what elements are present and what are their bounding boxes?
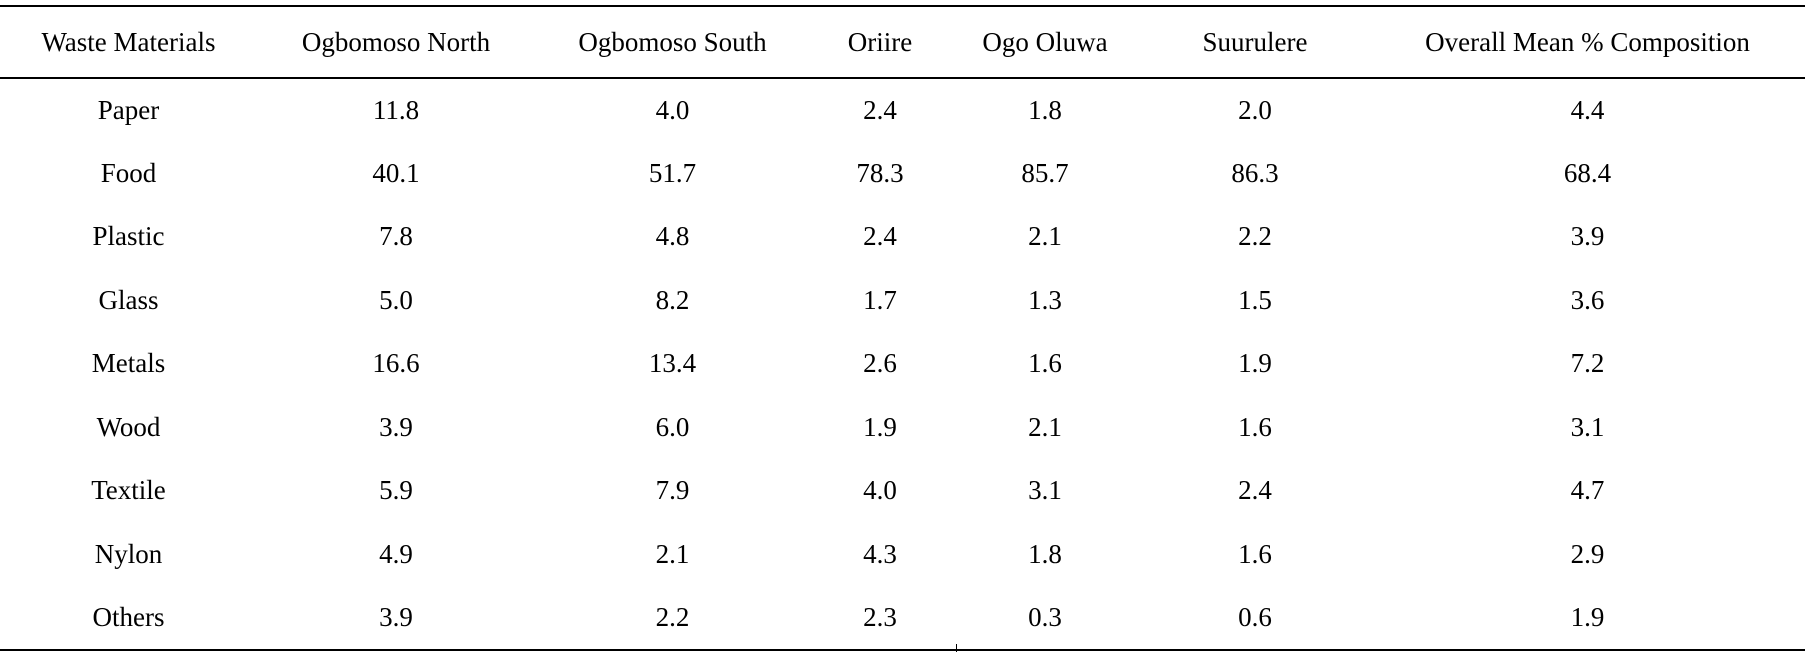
cell-overall-mean: 7.2 <box>1570 348 1605 379</box>
cell-oriire: 2.6 <box>863 348 897 379</box>
cell-ogbomoso-south: 2.2 <box>535 586 810 651</box>
cell-suurulere: 0.6 <box>1140 586 1370 651</box>
cell-material: Others <box>0 586 257 651</box>
cell-ogbomoso-north: 3.9 <box>257 586 535 651</box>
cell-oriire: 2.4 <box>863 221 897 252</box>
cell-ogbomoso-south: 4.0 <box>655 94 690 125</box>
cell-oriire: 2.4 <box>863 94 897 125</box>
table-row: Plastic 7.8 4.8 2.4 2.1 2.2 3.9 <box>0 205 1805 269</box>
cell-ogbomoso-north: 40.1 <box>372 157 420 188</box>
table-row: Glass 5.0 8.2 1.7 1.3 1.5 3.6 <box>0 269 1805 333</box>
column-header-ogbomoso-north: Ogbomoso North <box>257 5 535 79</box>
cell-ogo-oluwa: 0.3 <box>950 586 1140 651</box>
cell-overall-mean: 4.4 <box>1570 94 1605 125</box>
cell-ogbomoso-south: 2.1 <box>655 538 690 569</box>
cell-ogbomoso-south: 4.8 <box>655 221 690 252</box>
table-row: Textile 5.9 7.9 4.0 3.1 2.4 4.7 <box>0 459 1805 523</box>
cell-overall-mean: 3.1 <box>1570 411 1605 442</box>
cell-overall-mean: 1.9 <box>1370 586 1805 651</box>
cell-overall-mean: 3.6 <box>1570 284 1605 315</box>
cell-material: Textile <box>91 475 166 506</box>
table-body: Paper 11.8 4.0 2.4 1.8 2.0 4.4 Food 40.1… <box>0 78 1805 651</box>
cell-ogbomoso-south: 6.0 <box>655 411 690 442</box>
cell-overall-mean: 4.7 <box>1570 475 1605 506</box>
cell-ogbomoso-north: 4.9 <box>379 538 413 569</box>
cell-material: Food <box>100 157 157 188</box>
cell-ogo-oluwa: 2.1 <box>1028 411 1062 442</box>
cell-ogbomoso-north: 11.8 <box>372 94 420 125</box>
table-row: Nylon 4.9 2.1 4.3 1.8 1.6 2.9 <box>0 523 1805 587</box>
cell-material: Nylon <box>94 538 163 569</box>
cell-oriire: 1.9 <box>863 411 897 442</box>
column-header-ogbomoso-south: Ogbomoso South <box>535 5 810 79</box>
table-row: Others 3.9 2.2 2.3 0.3 0.6 1.9 <box>0 586 1805 651</box>
cell-oriire: 4.3 <box>863 538 897 569</box>
cell-ogbomoso-north: 7.8 <box>379 221 413 252</box>
cell-oriire: 1.7 <box>863 284 897 315</box>
cell-ogbomoso-north: 5.0 <box>379 284 413 315</box>
cell-ogo-oluwa: 2.1 <box>1028 221 1062 252</box>
cell-ogbomoso-south: 7.9 <box>655 475 690 506</box>
cell-oriire: 78.3 <box>856 157 904 188</box>
cell-suurulere: 86.3 <box>1231 157 1279 188</box>
table-divider-mark <box>956 644 957 652</box>
cell-material: Glass <box>98 284 159 315</box>
cell-ogbomoso-north: 16.6 <box>372 348 420 379</box>
cell-ogbomoso-south: 13.4 <box>648 348 697 379</box>
cell-suurulere: 2.0 <box>1238 94 1272 125</box>
cell-ogo-oluwa: 1.8 <box>1028 94 1062 125</box>
cell-ogbomoso-north: 5.9 <box>379 475 413 506</box>
cell-oriire: 4.0 <box>863 475 897 506</box>
cell-ogo-oluwa: 1.6 <box>1028 348 1062 379</box>
cell-ogbomoso-south: 51.7 <box>648 157 697 188</box>
table-row: Food 40.1 51.7 78.3 85.7 86.3 68.4 <box>0 142 1805 206</box>
cell-ogo-oluwa: 1.3 <box>1028 284 1062 315</box>
cell-suurulere: 1.6 <box>1238 411 1272 442</box>
table-header: Waste Materials Ogbomoso North Ogbomoso … <box>0 5 1805 79</box>
cell-ogo-oluwa: 85.7 <box>1021 157 1069 188</box>
cell-suurulere: 1.5 <box>1238 284 1272 315</box>
cell-suurulere: 1.9 <box>1238 348 1272 379</box>
cell-ogo-oluwa: 1.8 <box>1028 538 1062 569</box>
cell-material: Wood <box>96 411 161 442</box>
cell-ogo-oluwa: 3.1 <box>1028 475 1062 506</box>
cell-oriire: 2.3 <box>810 586 950 651</box>
cell-material: Metals <box>91 348 166 379</box>
table-row: Metals 16.6 13.4 2.6 1.6 1.9 7.2 <box>0 332 1805 396</box>
column-header-oriire: Oriire <box>810 5 950 79</box>
column-header-ogo-oluwa: Ogo Oluwa <box>950 5 1140 79</box>
waste-composition-table: Waste Materials Ogbomoso North Ogbomoso … <box>0 5 1805 651</box>
cell-suurulere: 2.2 <box>1238 221 1272 252</box>
cell-material: Paper <box>97 94 160 125</box>
cell-overall-mean: 68.4 <box>1563 157 1612 188</box>
header-row: Waste Materials Ogbomoso North Ogbomoso … <box>0 5 1805 79</box>
column-header-waste-materials: Waste Materials <box>0 5 257 79</box>
cell-overall-mean: 3.9 <box>1570 221 1605 252</box>
cell-ogbomoso-north: 3.9 <box>379 411 413 442</box>
cell-suurulere: 2.4 <box>1238 475 1272 506</box>
column-header-suurulere: Suurulere <box>1140 5 1370 79</box>
cell-material: Plastic <box>92 221 165 252</box>
cell-ogbomoso-south: 8.2 <box>655 284 690 315</box>
cell-suurulere: 1.6 <box>1238 538 1272 569</box>
table-row: Paper 11.8 4.0 2.4 1.8 2.0 4.4 <box>0 78 1805 142</box>
column-header-overall-mean: Overall Mean % Composition <box>1370 5 1805 79</box>
table-row: Wood 3.9 6.0 1.9 2.1 1.6 3.1 <box>0 396 1805 460</box>
cell-overall-mean: 2.9 <box>1570 538 1605 569</box>
